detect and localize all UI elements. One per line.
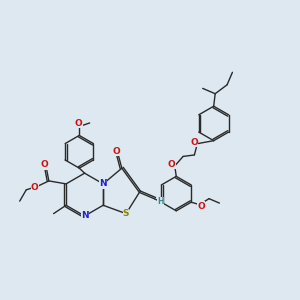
Text: O: O xyxy=(113,147,121,156)
Text: O: O xyxy=(168,160,176,169)
Text: N: N xyxy=(99,179,107,188)
Text: O: O xyxy=(197,202,205,211)
Text: S: S xyxy=(123,209,129,218)
Text: O: O xyxy=(31,183,38,192)
Text: O: O xyxy=(40,160,48,169)
Text: H: H xyxy=(157,197,164,206)
Text: N: N xyxy=(81,212,88,220)
Text: O: O xyxy=(190,138,198,147)
Text: O: O xyxy=(75,119,83,128)
